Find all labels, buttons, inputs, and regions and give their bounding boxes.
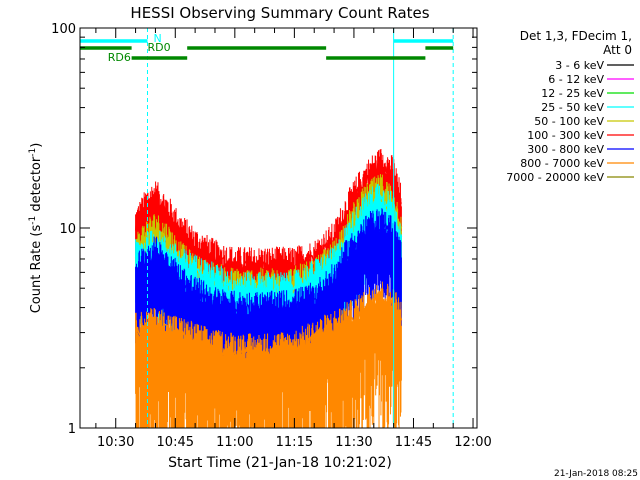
y-tick-label: 1 [68,422,76,437]
legend-label: 300 - 800 keV [527,143,604,156]
y-tick-label: 10 [59,222,76,237]
legend-item: 300 - 800 keV [527,143,634,156]
legend-item: 7000 - 20000 keV [506,171,634,184]
legend-item: 25 - 50 keV [541,101,634,114]
x-tick-label: 12:00 [454,435,491,450]
legend-label: 12 - 25 keV [541,87,604,100]
series-envelope [134,161,403,275]
legend-label: 6 - 12 keV [548,73,604,86]
segment-n: N [80,32,454,45]
footer-timestamp: 21-Jan-2018 08:25 [554,469,638,479]
legend-item: 50 - 100 keV [534,115,634,128]
legend-label: 100 - 300 keV [527,129,604,142]
x-tick-label: 10:30 [97,435,134,450]
segment-rd0: RD0 [80,41,454,54]
x-axis: 10:30 10:45 11:00 11:15 11:30 11:45 12:00 [95,28,492,450]
series-800-7000-keV-kev [134,281,403,428]
x-tick-label: 11:00 [216,435,253,450]
x-tick-label: 11:15 [276,435,313,450]
segment-label: RD6 [108,51,131,64]
legend-header-line2: Att 0 [603,43,632,57]
legend-label: 25 - 50 keV [541,101,604,114]
x-tick-label: 11:30 [335,435,372,450]
legend-label: 7000 - 20000 keV [506,171,604,184]
segment-label: N [153,32,161,45]
chart-title: HESSI Observing Summary Count Rates [130,4,429,22]
legend-item: 800 - 7000 keV [520,157,634,170]
legend-header-line1: Det 1,3, FDecim 1, [520,29,632,43]
x-tick-label: 11:45 [395,435,432,450]
legend-label: 800 - 7000 keV [520,157,604,170]
legend-item: 3 - 6 keV [555,59,634,72]
y-axis-label: Count Rate (s-1 detector-1) [28,143,44,314]
legend-item: 12 - 25 keV [541,87,634,100]
legend-item: 100 - 300 keV [527,129,634,142]
series-envelope [135,222,403,319]
data-layer [134,149,403,428]
y-axis: 1 10 100 [51,22,477,437]
x-axis-label: Start Time (21-Jan-18 10:21:02) [168,455,392,471]
legend-label: 50 - 100 keV [534,115,604,128]
series-trace [135,281,402,428]
series-envelope [134,294,403,360]
legend-label: 3 - 6 keV [555,59,604,72]
x-tick-label: 10:45 [157,435,194,450]
segment-label: RD0 [147,41,170,54]
segment-rd6: RD6 [108,51,426,64]
y-tick-label: 100 [51,22,76,37]
legend-item: 6 - 12 keV [548,73,634,86]
